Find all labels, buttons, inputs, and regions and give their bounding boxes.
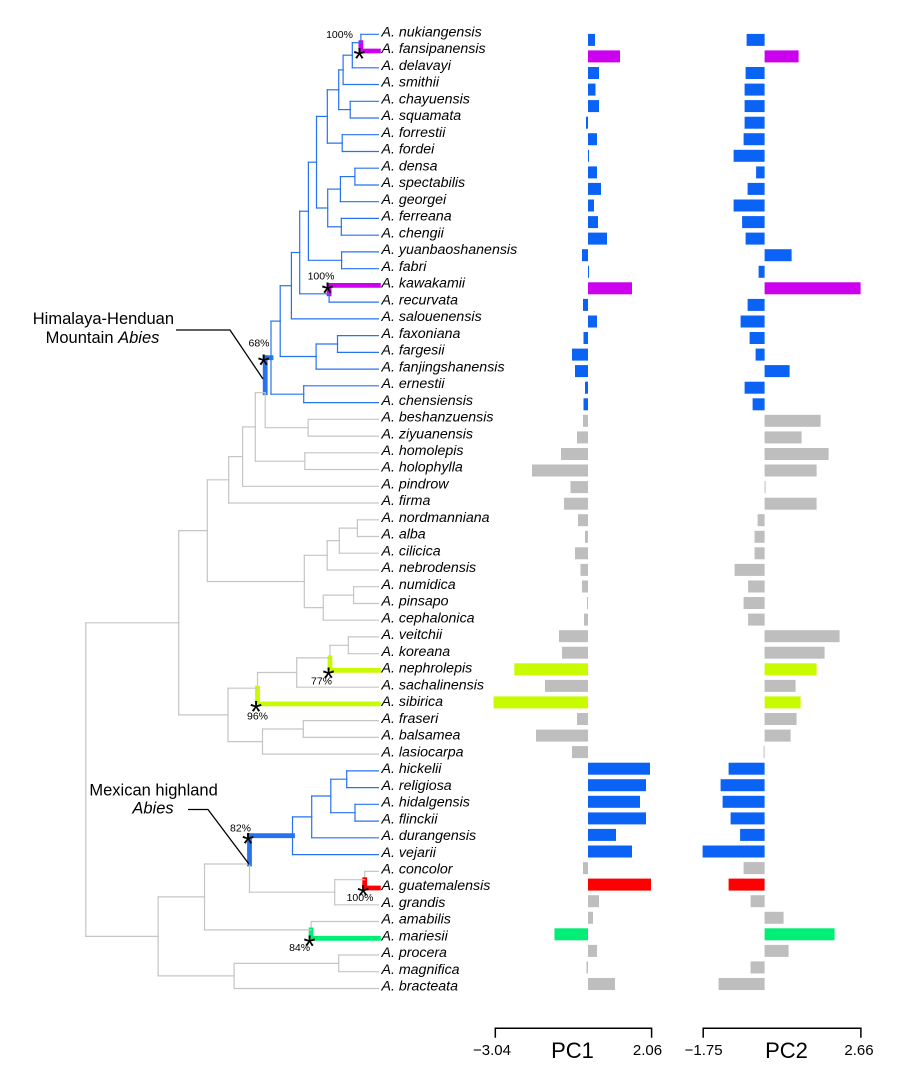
svg-text:Abies: Abies [131,800,173,818]
svg-text:A. pindrow: A. pindrow [381,477,450,493]
svg-text:A. magnifica: A. magnifica [381,962,460,978]
svg-text:*: * [357,878,369,913]
svg-text:A. homolepis: A. homolepis [381,443,464,459]
svg-text:84%: 84% [289,942,310,954]
svg-text:−1.75: −1.75 [685,1042,723,1059]
svg-text:A. fanjingshanensis: A. fanjingshanensis [381,359,505,375]
svg-text:A. balsamea: A. balsamea [381,728,461,744]
svg-text:Mexican highland: Mexican highland [89,782,217,800]
svg-text:A. kawakamii: A. kawakamii [381,276,466,292]
svg-text:*: * [250,694,262,729]
svg-text:100%: 100% [308,271,335,283]
svg-text:A. guatemalensis: A. guatemalensis [381,878,491,894]
svg-text:A. sachalinensis: A. sachalinensis [381,677,485,693]
svg-text:PC1: PC1 [551,1038,594,1063]
svg-text:A. georgei: A. georgei [381,192,448,208]
svg-text:A. durangensis: A. durangensis [381,828,477,844]
svg-text:A. densa: A. densa [381,158,438,174]
svg-text:A. concolor: A. concolor [381,862,454,878]
svg-text:A. ferreana: A. ferreana [381,209,452,225]
svg-text:2.06: 2.06 [633,1042,662,1059]
svg-text:A. nordmanniana: A. nordmanniana [381,510,490,526]
svg-text:A. nukiangensis: A. nukiangensis [381,25,482,41]
svg-text:A. salouenensis: A. salouenensis [381,309,482,325]
svg-text:*: * [353,41,365,76]
svg-text:A. sibirica: A. sibirica [381,694,444,710]
svg-text:A. veitchii: A. veitchii [381,627,444,643]
svg-text:A. fargesii: A. fargesii [381,343,446,359]
svg-text:68%: 68% [248,338,269,350]
svg-text:*: * [304,928,316,963]
svg-text:A. pinsapo: A. pinsapo [381,594,449,610]
svg-text:A. flinckii: A. flinckii [381,811,439,827]
svg-text:A. grandis: A. grandis [381,895,446,911]
svg-text:A. delavayi: A. delavayi [381,58,452,74]
svg-text:A. nephrolepis: A. nephrolepis [381,661,473,677]
svg-text:A. smithii: A. smithii [381,75,440,91]
svg-text:A. religiosa: A. religiosa [381,778,452,794]
svg-text:A. mariesii: A. mariesii [381,929,449,945]
svg-text:A. lasiocarpa: A. lasiocarpa [381,744,464,760]
svg-text:A. hickelii: A. hickelii [381,761,443,777]
svg-text:A. yuanbaoshanensis: A. yuanbaoshanensis [381,242,518,258]
svg-text:A. beshanzuensis: A. beshanzuensis [381,410,494,426]
svg-text:A. chengii: A. chengii [381,225,445,241]
svg-text:*: * [258,348,270,383]
svg-text:Mountain Abies: Mountain Abies [46,329,160,347]
svg-text:A. faxoniana: A. faxoniana [381,326,461,342]
svg-text:A. spectabilis: A. spectabilis [381,175,466,191]
svg-text:A. fansipanensis: A. fansipanensis [381,41,486,57]
svg-text:100%: 100% [347,892,374,904]
svg-text:A. nebrodensis: A. nebrodensis [381,560,477,576]
svg-text:A. cephalonica: A. cephalonica [381,610,475,626]
svg-text:77%: 77% [311,676,332,688]
svg-text:96%: 96% [247,711,268,723]
svg-text:A. ernestii: A. ernestii [381,376,446,392]
svg-text:A. chensiensis: A. chensiensis [381,393,473,409]
svg-text:82%: 82% [230,823,251,835]
svg-text:A. fabri: A. fabri [381,259,428,275]
svg-text:A. bracteata: A. bracteata [381,979,459,995]
svg-text:A. alba: A. alba [381,527,426,543]
svg-text:2.66: 2.66 [844,1042,873,1059]
svg-text:A. vejarii: A. vejarii [381,845,437,861]
svg-text:*: * [322,275,334,310]
svg-text:A. hidalgensis: A. hidalgensis [381,795,470,811]
svg-text:A. numidica: A. numidica [381,577,456,593]
svg-text:A. cilicica: A. cilicica [381,543,441,559]
svg-text:A. forrestii: A. forrestii [381,125,447,141]
svg-text:A. ziyuanensis: A. ziyuanensis [381,426,473,442]
svg-text:A. chayuensis: A. chayuensis [381,92,470,108]
svg-text:A. squamata: A. squamata [381,108,462,124]
svg-text:A. firma: A. firma [381,493,431,509]
svg-text:A. amabilis: A. amabilis [381,912,451,928]
svg-text:*: * [242,826,254,861]
svg-text:A. fordei: A. fordei [381,142,436,158]
svg-text:*: * [322,660,334,695]
svg-text:100%: 100% [326,29,353,41]
svg-text:A. koreana: A. koreana [381,644,451,660]
svg-text:−3.04: −3.04 [473,1042,511,1059]
svg-text:Himalaya-Henduan: Himalaya-Henduan [33,310,174,328]
svg-text:PC2: PC2 [765,1038,808,1063]
svg-text:A. fraseri: A. fraseri [381,711,440,727]
svg-text:A. recurvata: A. recurvata [381,292,459,308]
svg-text:A. procera: A. procera [381,945,448,961]
svg-text:A. holophylla: A. holophylla [381,460,463,476]
